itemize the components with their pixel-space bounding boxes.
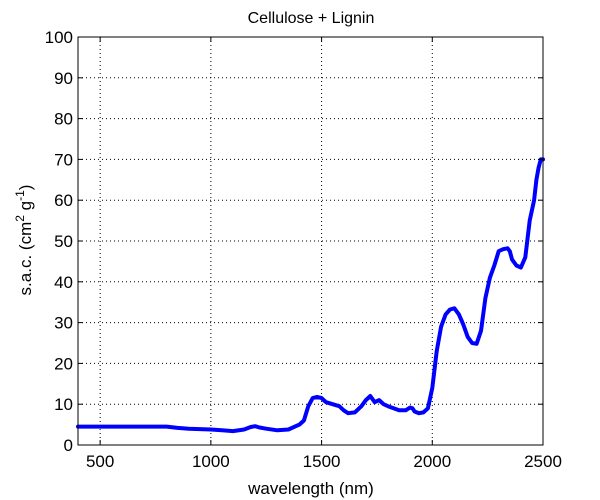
y-axis-label: s.a.c. (cm2 g-1) xyxy=(13,185,35,296)
x-tick-label: 500 xyxy=(86,452,114,471)
y-tick-label: 20 xyxy=(54,354,73,373)
y-tick-label: 50 xyxy=(54,232,73,251)
chart-title: Cellulose + Lignin xyxy=(248,10,375,27)
y-tick-label: 100 xyxy=(45,28,73,47)
x-axis-label: wavelength (nm) xyxy=(247,479,374,498)
y-axis-label-mid: g xyxy=(16,201,35,215)
y-tick-label: 10 xyxy=(54,395,73,414)
y-tick-label: 90 xyxy=(54,69,73,88)
y-axis-label-suffix: ) xyxy=(16,185,35,191)
y-tick-label: 70 xyxy=(54,150,73,169)
x-tick-label: 2500 xyxy=(524,452,562,471)
y-axis-label-prefix: s.a.c. (cm xyxy=(16,222,35,296)
tick-label-layer: 500 1000 1500 2000 2500 0 10 20 30 40 50 60 70 80 90 10… xyxy=(45,28,562,471)
y-tick-label: 80 xyxy=(54,110,73,129)
y-axis-label-sup2: -1 xyxy=(13,190,27,201)
y-tick-label: 60 xyxy=(54,191,73,210)
tick-layer xyxy=(78,36,544,446)
y-tick-label: 0 xyxy=(64,436,73,455)
grid-layer xyxy=(78,37,543,445)
y-tick-label: 40 xyxy=(54,273,73,292)
y-axis-label-sup1: 2 xyxy=(13,215,27,222)
series-layer xyxy=(76,157,545,434)
x-tick-label: 2000 xyxy=(413,452,451,471)
x-tick-label: 1000 xyxy=(192,452,230,471)
y-tick-label: 30 xyxy=(54,314,73,333)
series-line-1 xyxy=(76,157,545,434)
x-tick-label: 1500 xyxy=(303,452,341,471)
